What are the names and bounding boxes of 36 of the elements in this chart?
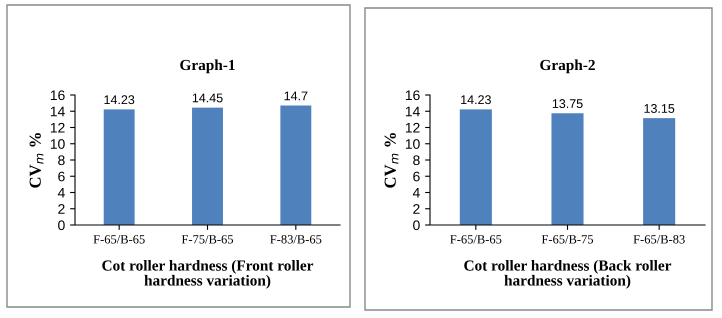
data-label: 14.45 xyxy=(192,94,223,102)
x-axis-title: Cot roller hardness (Front roller hardness variation) xyxy=(102,260,314,289)
y-tick-label: 12 xyxy=(406,122,420,133)
x-tick-label: F-75/B-65 xyxy=(182,235,234,244)
y-tick-label: 14 xyxy=(50,106,65,116)
y-tick-label: 2 xyxy=(413,204,420,214)
chart-title: Graph-1 xyxy=(180,59,235,74)
y-axis-title: CV$_{m}$ % xyxy=(384,133,398,188)
y-tick-label: 4 xyxy=(412,188,420,198)
x-tick-label: F-65/B-65 xyxy=(450,235,502,244)
y-axis-title: CV$_{m}$ % xyxy=(30,133,44,188)
x-tick-label: F-83/B-65 xyxy=(270,235,322,244)
y-tick-label: 10 xyxy=(406,139,420,149)
y-tick-label: 16 xyxy=(406,90,420,100)
x-tick-label: F-65/B-83 xyxy=(633,235,685,244)
chart-title: Graph-2 xyxy=(540,59,595,74)
y-tick-label: 6 xyxy=(58,172,65,182)
data-label: 13.15 xyxy=(644,104,674,113)
y-tick-label: 16 xyxy=(50,90,65,100)
data-label: 14.23 xyxy=(104,95,134,104)
data-label: 14.7 xyxy=(284,92,308,100)
data-label: 14.23 xyxy=(461,95,491,104)
x-axis-title: Cot roller hardness (Back roller hardness variation) xyxy=(464,260,672,289)
y-tick-label: 8 xyxy=(58,155,65,166)
y-tick-label: 6 xyxy=(413,172,420,182)
x-tick-label: F-65/B-75 xyxy=(542,235,594,244)
y-tick-label: 10 xyxy=(50,139,65,149)
y-tick-label: 8 xyxy=(413,155,420,166)
x-tick-label: F-65/B-65 xyxy=(93,235,145,244)
y-tick-label: 0 xyxy=(413,220,420,230)
y-tick-label: 4 xyxy=(58,188,65,198)
y-tick-label: 12 xyxy=(50,122,65,133)
data-label: 13.75 xyxy=(552,99,583,108)
y-tick-label: 0 xyxy=(58,220,65,230)
y-tick-label: 2 xyxy=(58,204,65,214)
y-tick-label: 14 xyxy=(406,106,420,116)
